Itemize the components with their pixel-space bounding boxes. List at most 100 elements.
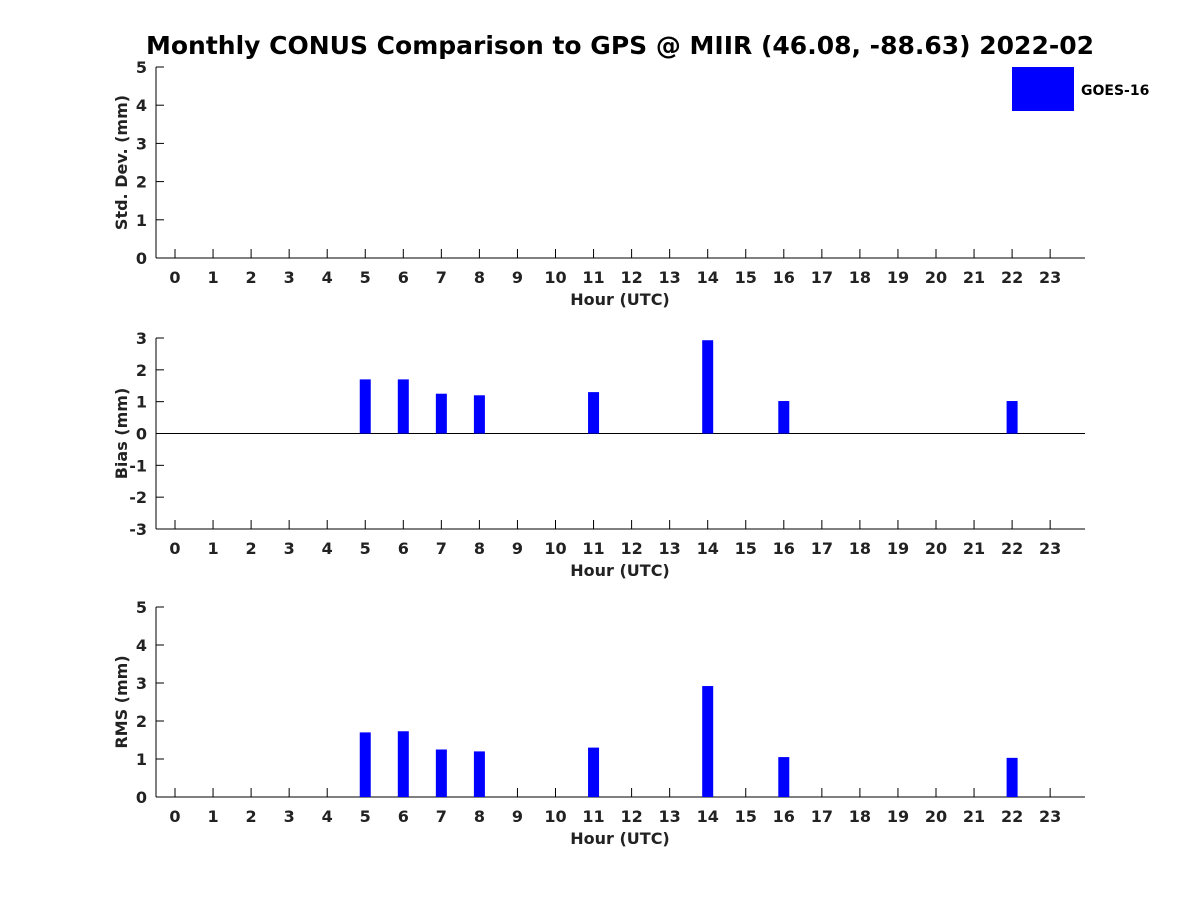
y-tick-label: 3 bbox=[136, 329, 147, 348]
y-tick-label: 1 bbox=[136, 393, 147, 412]
x-tick-label: 5 bbox=[360, 268, 371, 287]
x-tick-label: 5 bbox=[360, 807, 371, 826]
x-tick-label: 23 bbox=[1039, 268, 1061, 287]
x-tick-label: 6 bbox=[398, 807, 409, 826]
y-axis-label: Std. Dev. (mm) bbox=[112, 95, 131, 230]
bar-hour-16 bbox=[778, 401, 790, 434]
x-tick-label: 21 bbox=[963, 268, 985, 287]
y-tick-label: 2 bbox=[136, 712, 147, 731]
x-tick-label: 19 bbox=[887, 807, 909, 826]
x-tick-label: 19 bbox=[887, 539, 909, 558]
x-tick-label: 18 bbox=[849, 807, 871, 826]
x-tick-label: 19 bbox=[887, 268, 909, 287]
legend-label: GOES-16 bbox=[1081, 83, 1149, 99]
x-tick-label: 17 bbox=[811, 268, 833, 287]
bar-hour-14 bbox=[702, 340, 714, 434]
x-tick-label: 21 bbox=[963, 807, 985, 826]
x-tick-label: 13 bbox=[659, 807, 681, 826]
x-tick-label: 20 bbox=[925, 268, 947, 287]
bar-hour-7 bbox=[435, 393, 447, 434]
x-tick-label: 14 bbox=[697, 539, 719, 558]
bar-hour-11 bbox=[588, 392, 600, 434]
x-tick-label: 10 bbox=[544, 539, 566, 558]
y-tick-label: 3 bbox=[136, 674, 147, 693]
bar-hour-22 bbox=[1006, 401, 1018, 434]
x-tick-label: 20 bbox=[925, 539, 947, 558]
y-tick-label: 5 bbox=[136, 598, 147, 617]
x-tick-label: 8 bbox=[474, 807, 485, 826]
bar-hour-6 bbox=[397, 379, 409, 434]
x-axis-label: Hour (UTC) bbox=[570, 829, 670, 848]
x-tick-label: 0 bbox=[169, 268, 180, 287]
x-tick-label: 10 bbox=[544, 268, 566, 287]
x-tick-label: 4 bbox=[322, 807, 333, 826]
x-tick-label: 10 bbox=[544, 807, 566, 826]
bar-hour-5 bbox=[359, 379, 371, 434]
y-tick-label: 4 bbox=[136, 96, 147, 115]
x-tick-label: 17 bbox=[811, 807, 833, 826]
bar-hour-22 bbox=[1006, 757, 1018, 797]
y-tick-label: 3 bbox=[136, 134, 147, 153]
x-axis-label: Hour (UTC) bbox=[570, 290, 670, 309]
x-tick-label: 23 bbox=[1039, 539, 1061, 558]
x-tick-label: 12 bbox=[620, 807, 642, 826]
x-tick-label: 9 bbox=[512, 807, 523, 826]
x-tick-label: 13 bbox=[659, 539, 681, 558]
x-tick-label: 15 bbox=[735, 539, 757, 558]
x-tick-label: 23 bbox=[1039, 807, 1061, 826]
legend-swatch bbox=[1012, 67, 1074, 111]
figure-title: Monthly CONUS Comparison to GPS @ MIIR (… bbox=[146, 31, 1094, 60]
x-tick-label: 15 bbox=[735, 807, 757, 826]
y-tick-label: 0 bbox=[136, 788, 147, 807]
x-axis-label: Hour (UTC) bbox=[570, 561, 670, 580]
x-tick-label: 11 bbox=[582, 807, 604, 826]
x-tick-label: 1 bbox=[207, 268, 218, 287]
bar-hour-16 bbox=[778, 757, 790, 797]
bar-hour-14 bbox=[702, 686, 714, 797]
x-tick-label: 13 bbox=[659, 268, 681, 287]
x-tick-label: 0 bbox=[169, 807, 180, 826]
x-tick-label: 16 bbox=[773, 268, 795, 287]
x-tick-label: 21 bbox=[963, 539, 985, 558]
bar-hour-5 bbox=[359, 732, 371, 797]
y-axis-label: Bias (mm) bbox=[112, 388, 131, 480]
x-tick-label: 18 bbox=[849, 539, 871, 558]
x-tick-label: 14 bbox=[697, 807, 719, 826]
bar-hour-6 bbox=[397, 731, 409, 797]
x-tick-label: 1 bbox=[207, 539, 218, 558]
y-tick-label: 0 bbox=[136, 425, 147, 444]
x-tick-label: 7 bbox=[436, 539, 447, 558]
x-tick-label: 20 bbox=[925, 807, 947, 826]
x-tick-label: 12 bbox=[620, 539, 642, 558]
x-tick-label: 6 bbox=[398, 268, 409, 287]
legend: GOES-16 bbox=[1012, 67, 1149, 111]
x-tick-label: 5 bbox=[360, 539, 371, 558]
x-tick-label: 3 bbox=[284, 539, 295, 558]
x-tick-label: 8 bbox=[474, 268, 485, 287]
x-tick-label: 22 bbox=[1001, 268, 1023, 287]
x-tick-label: 7 bbox=[436, 807, 447, 826]
x-tick-label: 1 bbox=[207, 807, 218, 826]
x-tick-label: 14 bbox=[697, 268, 719, 287]
y-tick-label: 4 bbox=[136, 636, 147, 655]
x-tick-label: 9 bbox=[512, 268, 523, 287]
x-tick-label: 2 bbox=[246, 807, 257, 826]
bar-hour-8 bbox=[473, 751, 485, 797]
x-tick-label: 8 bbox=[474, 539, 485, 558]
x-tick-label: 17 bbox=[811, 539, 833, 558]
x-tick-label: 15 bbox=[735, 268, 757, 287]
y-tick-label: 1 bbox=[136, 211, 147, 230]
x-tick-label: 11 bbox=[582, 539, 604, 558]
x-tick-label: 18 bbox=[849, 268, 871, 287]
x-tick-label: 2 bbox=[246, 539, 257, 558]
y-axis-label: RMS (mm) bbox=[112, 655, 131, 748]
x-tick-label: 0 bbox=[169, 539, 180, 558]
x-tick-label: 4 bbox=[322, 539, 333, 558]
bar-hour-7 bbox=[435, 749, 447, 797]
y-tick-label: -3 bbox=[129, 520, 147, 539]
y-tick-label: -2 bbox=[129, 488, 147, 507]
y-tick-label: -1 bbox=[129, 456, 147, 475]
x-tick-label: 2 bbox=[246, 268, 257, 287]
